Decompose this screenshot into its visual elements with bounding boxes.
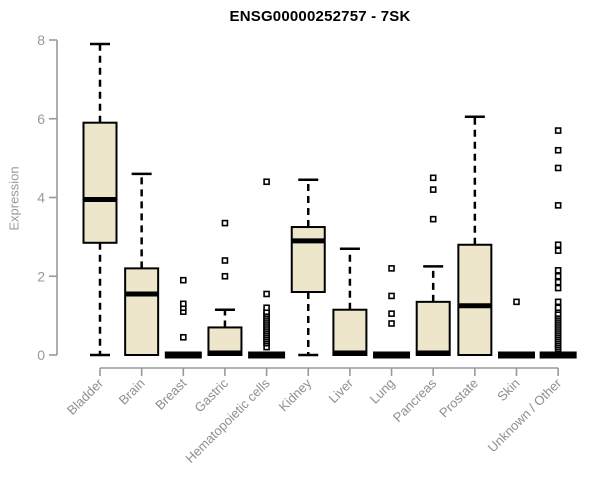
iqr-box	[290, 226, 326, 293]
x-tick-label: Pancreas	[390, 375, 440, 425]
box-bladder	[82, 42, 118, 357]
x-tick-label: Unknown / Other	[485, 375, 565, 455]
outlier-point	[554, 241, 562, 249]
y-tick-label: 4	[37, 190, 45, 206]
box-breast	[164, 276, 202, 359]
chart-title: ENSG00000252757 - 7SK	[229, 8, 411, 25]
outlier-point	[221, 272, 229, 280]
box-liver	[332, 247, 368, 356]
outlier-point	[221, 219, 229, 227]
box-hematopoietic-cells	[248, 178, 286, 359]
collapsed-box	[498, 351, 535, 359]
collapsed-box	[539, 351, 577, 359]
y-axis: 0 2 4 6 8	[37, 32, 58, 363]
outlier-point	[554, 127, 562, 134]
box-pancreas	[415, 174, 451, 356]
box-unknown-other	[539, 127, 577, 359]
box-brain	[124, 172, 160, 356]
outlier-point	[388, 310, 395, 317]
x-tick-label: Liver	[325, 375, 356, 406]
outlier-point	[180, 276, 187, 284]
y-tick-label: 0	[37, 347, 45, 363]
box-prostate	[457, 115, 493, 356]
x-tick-label: Brain	[116, 376, 148, 408]
outlier-point	[221, 257, 229, 264]
outlier-point	[388, 292, 395, 300]
y-tick-label: 8	[37, 32, 45, 48]
outlier-point	[554, 202, 562, 209]
box-skin	[498, 298, 535, 359]
x-tick-label: Lung	[367, 376, 398, 407]
outlier-point	[554, 267, 562, 274]
collapsed-box	[248, 351, 286, 359]
x-tick-label: Gastric	[191, 375, 231, 415]
outlier-point	[263, 178, 270, 186]
outlier-point	[554, 304, 562, 312]
iqr-box	[82, 121, 118, 244]
outlier-point	[554, 284, 562, 292]
iqr-box	[332, 308, 368, 356]
iqr-box	[415, 300, 451, 356]
outlier-point	[180, 333, 187, 341]
outlier-point	[180, 300, 187, 308]
outlier-point	[554, 298, 562, 306]
outlier-point	[554, 146, 562, 154]
outlier-point	[388, 265, 395, 272]
box-kidney	[290, 178, 326, 357]
collapsed-box	[373, 351, 411, 359]
outlier-point	[554, 278, 562, 286]
x-tick-label: Prostate	[436, 376, 481, 421]
outlier-point	[429, 186, 437, 193]
outlier-point	[429, 215, 437, 223]
box-gastric	[207, 219, 243, 356]
box-lung	[373, 265, 411, 359]
outlier-point	[513, 298, 520, 306]
outlier-point	[429, 174, 437, 182]
outlier-point	[554, 164, 562, 172]
outlier-point	[554, 247, 562, 254]
x-tick-label: Kidney	[276, 375, 315, 414]
outlier-point	[263, 304, 270, 312]
x-tick-label: Skin	[494, 376, 522, 404]
x-tick-label: Breast	[152, 375, 189, 412]
y-tick-label: 2	[37, 268, 45, 284]
collapsed-box	[164, 351, 202, 359]
outlier-point	[554, 272, 562, 280]
iqr-box	[457, 243, 493, 356]
iqr-box	[207, 326, 243, 356]
outlier-point	[388, 320, 395, 327]
outlier-point	[263, 290, 270, 298]
y-tick-label: 6	[37, 111, 45, 127]
iqr-box	[124, 267, 160, 356]
x-tick-label: Bladder	[64, 375, 107, 418]
